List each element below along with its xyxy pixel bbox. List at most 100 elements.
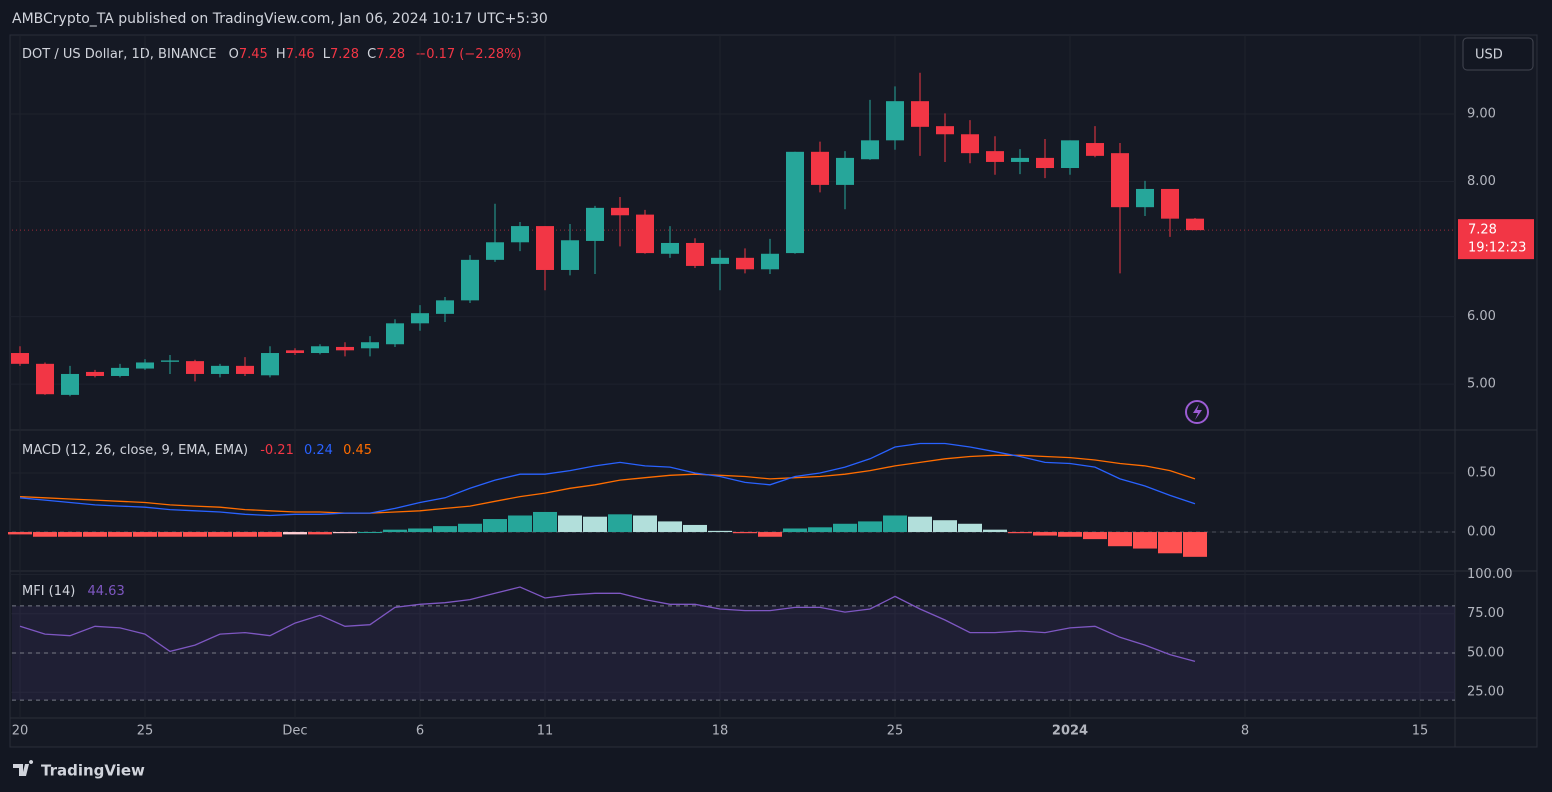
tradingview-logo [13, 760, 34, 776]
candle [886, 86, 904, 150]
mfi-line [19, 586, 1196, 663]
candle [1186, 217, 1204, 231]
currency-button[interactable] [1462, 37, 1534, 71]
histogram-bar [508, 515, 532, 533]
currency[interactable]: USD [1475, 48, 1503, 63]
candle [311, 344, 329, 355]
open-value: 7.45 [239, 47, 268, 62]
histogram-bar [58, 532, 82, 537]
candle-body [11, 353, 29, 364]
histogram-bar [683, 524, 707, 533]
candle [861, 99, 879, 160]
candle-body [1061, 140, 1079, 169]
y-tick-label: 25.00 [1467, 685, 1504, 700]
histogram-bar [1008, 532, 1032, 534]
ohlc-letter: L [323, 47, 331, 62]
candle [486, 203, 504, 262]
candle [36, 362, 54, 395]
candle-body [811, 151, 829, 185]
last-price: 7.28 [1468, 223, 1497, 238]
candle-body [761, 253, 779, 270]
candle [136, 359, 154, 370]
candle-body [436, 300, 454, 314]
x-tick-label: 2024 [1052, 724, 1088, 739]
candle-body [786, 151, 804, 254]
candle [61, 365, 79, 397]
lightning-icon[interactable] [1185, 400, 1209, 424]
candle [686, 238, 704, 268]
histogram-bar [583, 516, 607, 533]
candle [836, 151, 854, 210]
candle [1036, 138, 1054, 179]
histogram-bar [233, 532, 257, 537]
candle-body [211, 365, 229, 374]
candle [261, 346, 279, 378]
candle-body [411, 313, 429, 324]
marks [8, 72, 1207, 663]
histogram-bar [208, 532, 232, 537]
candle [111, 363, 129, 378]
x-tick-label: Dec [282, 724, 307, 739]
publisher: AMBCrypto_TA published on TradingView.co… [12, 11, 548, 27]
signal-line [19, 454, 1196, 514]
candle-body [386, 323, 404, 345]
candle [786, 151, 804, 254]
candle [1111, 143, 1129, 274]
x-tick-label: 6 [416, 724, 424, 739]
histogram-bar [658, 521, 682, 533]
candle-body [611, 207, 629, 216]
histogram-bar [1158, 532, 1182, 554]
histogram-bar [858, 521, 882, 533]
histogram-bar [133, 532, 157, 537]
x-tick-label: 25 [137, 724, 154, 739]
countdown: 19:12:23 [1468, 241, 1526, 256]
macd-value: 0.24 [304, 443, 333, 458]
candle [236, 357, 254, 376]
histogram-bar [933, 520, 957, 533]
histogram-bar [1058, 532, 1082, 537]
ohlc-letter: C [367, 47, 376, 62]
candle [911, 72, 929, 156]
y-tick-label: 50.00 [1467, 645, 1504, 660]
change: −0.17 (−2.28%) [415, 47, 521, 62]
ohlc-letter: H [276, 47, 286, 62]
histogram-bar [883, 515, 907, 533]
histogram-bar [783, 528, 807, 533]
x-tick-label: 20 [12, 724, 29, 739]
mfi-legend: MFI (14) 44.63 [22, 584, 125, 599]
histogram-bar [1033, 532, 1057, 536]
candle-body [961, 134, 979, 154]
mfi-title: MFI (14) [22, 584, 75, 599]
close-value: 7.28 [376, 47, 405, 62]
candle [811, 141, 829, 193]
histogram-bar [458, 523, 482, 533]
x-tick-label: 8 [1241, 724, 1249, 739]
candle [1161, 188, 1179, 237]
histogram-value: -0.21 [260, 443, 294, 458]
histogram-bar [308, 532, 332, 535]
histogram-bar [333, 532, 357, 534]
high-value: 7.46 [286, 47, 315, 62]
candle-body [236, 365, 254, 374]
candle [161, 355, 179, 374]
x-tick-label: 15 [1412, 724, 1429, 739]
candle [986, 136, 1004, 175]
candle-body [261, 353, 279, 376]
chart-frame [9, 34, 1538, 748]
candle [461, 255, 479, 304]
candle [1011, 149, 1029, 175]
last-price-tag [1458, 219, 1534, 260]
candle-body [361, 342, 379, 349]
candle-body [536, 226, 554, 270]
histogram-bar [108, 532, 132, 537]
candle [761, 238, 779, 275]
candle [611, 197, 629, 247]
histogram-bar [958, 523, 982, 533]
candle [511, 222, 529, 252]
candle-body [586, 207, 604, 241]
low-value: 7.28 [330, 47, 359, 62]
candle [1136, 180, 1154, 216]
candle [961, 120, 979, 164]
candle-body [736, 257, 754, 270]
candle-body [661, 242, 679, 254]
